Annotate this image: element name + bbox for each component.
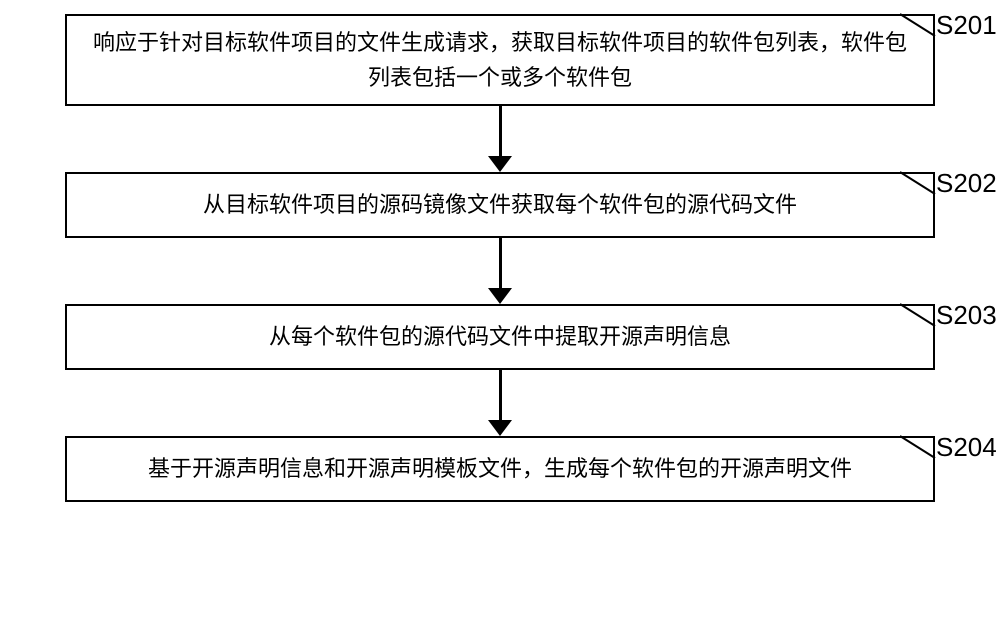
- flowchart-container: 响应于针对目标软件项目的文件生成请求，获取目标软件项目的软件包列表，软件包列表包…: [30, 14, 970, 502]
- flow-step-label: S204: [936, 432, 997, 463]
- flow-arrow-shaft: [499, 106, 502, 156]
- flow-step-label: S203: [936, 300, 997, 331]
- flow-step-box: 响应于针对目标软件项目的文件生成请求，获取目标软件项目的软件包列表，软件包列表包…: [65, 14, 935, 106]
- flow-step-text: 从目标软件项目的源码镜像文件获取每个软件包的源代码文件: [203, 187, 797, 222]
- flow-step-label: S202: [936, 168, 997, 199]
- flow-step-text: 从每个软件包的源代码文件中提取开源声明信息: [269, 319, 731, 354]
- flow-arrow-head: [488, 156, 512, 172]
- flow-arrow-shaft: [499, 370, 502, 420]
- flow-step-text: 基于开源声明信息和开源声明模板文件，生成每个软件包的开源声明文件: [148, 451, 852, 486]
- flow-arrow-head: [488, 420, 512, 436]
- flow-step-box: 从每个软件包的源代码文件中提取开源声明信息: [65, 304, 935, 370]
- flow-step-label: S201: [936, 10, 997, 41]
- flow-step-box: 基于开源声明信息和开源声明模板文件，生成每个软件包的开源声明文件: [65, 436, 935, 502]
- flow-step-box: 从目标软件项目的源码镜像文件获取每个软件包的源代码文件: [65, 172, 935, 238]
- flow-step-text: 响应于针对目标软件项目的文件生成请求，获取目标软件项目的软件包列表，软件包列表包…: [91, 25, 909, 95]
- flow-arrow-head: [488, 288, 512, 304]
- flow-arrow-shaft: [499, 238, 502, 288]
